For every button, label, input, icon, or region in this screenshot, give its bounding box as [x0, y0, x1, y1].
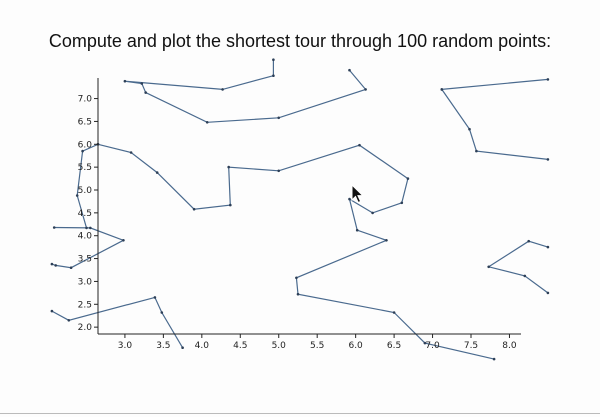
tour-point	[348, 68, 351, 72]
tour-point	[160, 311, 164, 314]
tour-point	[129, 151, 133, 154]
x-tick-label: 7.5	[464, 341, 478, 351]
tour-point	[440, 88, 444, 91]
tour-point	[81, 149, 84, 153]
x-tick-label: 3.0	[118, 341, 133, 351]
y-tick-label: 7.0	[78, 95, 93, 105]
y-tick-label: 3.0	[78, 277, 93, 287]
tour-point	[295, 276, 298, 280]
tour-line	[487, 240, 549, 294]
mouse-cursor-icon	[351, 184, 365, 204]
axes: 3.0 3.5 4.0 4.5 5.0 5.5 6.0 6.5 7.0 7.5 8.0 2.0 2.5 3…	[78, 78, 521, 351]
tour-point	[153, 296, 157, 299]
tour-point	[192, 207, 196, 211]
tour-point	[75, 194, 79, 197]
tour-point	[272, 74, 275, 77]
tour-point	[527, 239, 530, 243]
tour-point	[277, 116, 281, 120]
tour-point	[546, 158, 550, 161]
tour-point	[155, 171, 159, 174]
tour-point	[468, 127, 471, 131]
tour-point	[89, 226, 92, 230]
tour-point	[272, 58, 275, 61]
tour-point	[355, 228, 359, 232]
x-tick-label: 4.0	[195, 341, 210, 351]
tour-point	[122, 239, 125, 242]
y-tick-label: 5.5	[78, 163, 92, 173]
y-tick-label: 4.0	[78, 232, 93, 242]
y-tick-label: 6.5	[78, 117, 92, 127]
tour-point	[487, 265, 491, 269]
y-tick-label: 6.0	[78, 140, 93, 150]
tour-point	[358, 143, 361, 147]
tour-point	[67, 319, 71, 322]
x-tick-label: 6.0	[348, 341, 363, 351]
tour-point	[221, 88, 224, 91]
tour-point	[385, 239, 388, 242]
y-tick-label: 4.5	[78, 209, 92, 219]
tour-point	[277, 169, 281, 173]
tour-point	[229, 203, 232, 207]
tour-line	[124, 59, 367, 123]
page-title: Compute and plot the shortest tour throu…	[48, 31, 552, 51]
tour-point	[400, 201, 404, 205]
tour-point	[296, 292, 300, 296]
tour-point	[392, 311, 396, 314]
tour-point	[50, 262, 54, 266]
tour-point	[364, 88, 367, 91]
x-tick-label: 5.0	[272, 341, 287, 351]
y-tick-label: 2.5	[78, 300, 92, 310]
y-tick-label: 3.5	[78, 255, 92, 265]
tour-line	[76, 143, 99, 229]
tour-point	[52, 226, 56, 229]
tour-point	[205, 121, 209, 124]
tour-point	[69, 266, 73, 270]
tour-point	[423, 341, 427, 345]
tour-line	[441, 78, 548, 90]
tour-point	[523, 274, 527, 278]
x-tick-label: 3.5	[156, 341, 170, 351]
tour-point	[181, 346, 184, 350]
tour-point	[54, 264, 57, 267]
tour-point	[50, 309, 54, 313]
tour-point	[546, 78, 550, 81]
tour-paths	[50, 58, 550, 361]
tour-point	[123, 79, 127, 83]
tour-point	[85, 226, 88, 230]
tour-point	[227, 165, 230, 169]
tour-point	[475, 149, 478, 153]
x-tick-label: 8.0	[502, 341, 517, 351]
tour-point	[546, 245, 550, 249]
tour-point	[492, 357, 496, 361]
x-tick-label: 6.5	[387, 341, 401, 351]
tour-point	[406, 177, 410, 180]
tour-line	[441, 89, 548, 160]
y-tick-label: 2.0	[78, 323, 93, 333]
tour-point	[144, 91, 147, 94]
y-tick-label: 5.0	[78, 186, 93, 196]
tour-point	[371, 211, 374, 215]
x-tick-label: 7.0	[425, 341, 440, 351]
tour-line	[97, 143, 495, 360]
tour-point	[546, 291, 550, 295]
tour-point	[140, 82, 144, 85]
x-tick-label: 4.5	[233, 341, 247, 351]
x-tick-label: 5.5	[310, 341, 324, 351]
tour-point	[348, 197, 351, 201]
bottom-divider	[0, 413, 600, 414]
